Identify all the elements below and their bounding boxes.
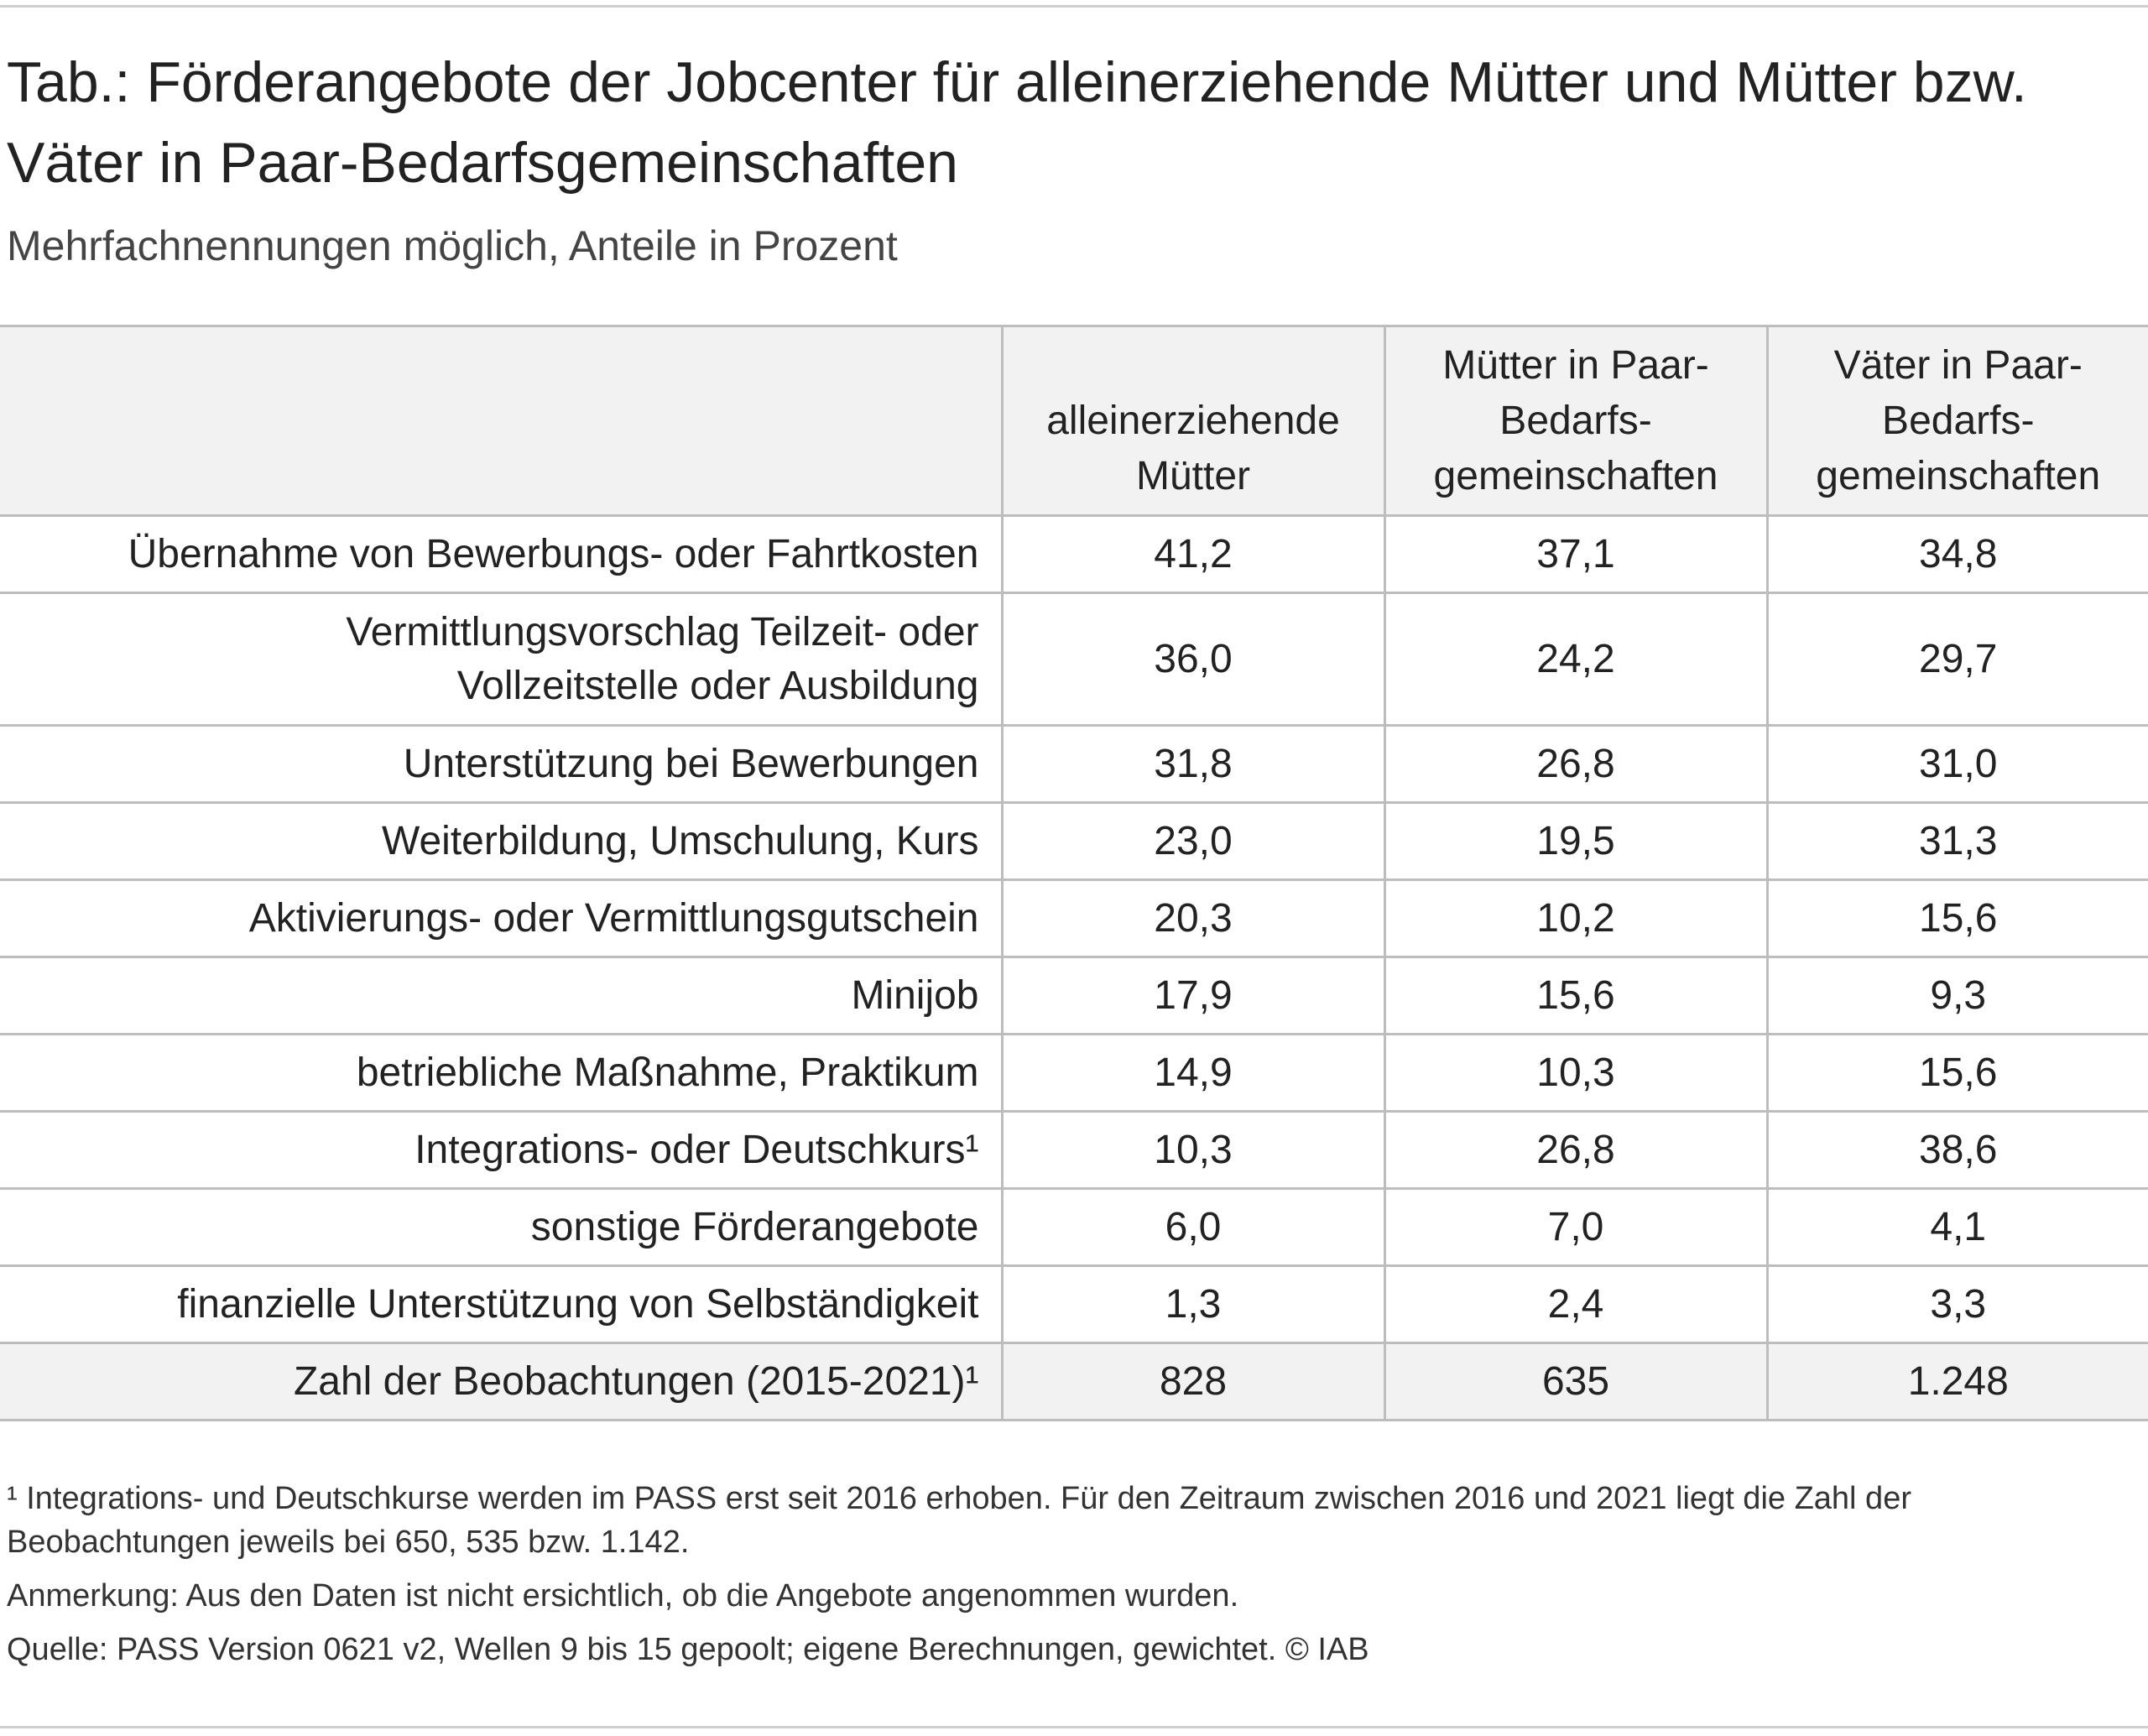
cell-single-mothers: 6,0 <box>1000 1187 1384 1267</box>
cell-single-mothers: 31,8 <box>1000 724 1384 804</box>
cell-couple-mothers: 19,5 <box>1383 801 1767 881</box>
column-header-couple-mothers: Mütter in Paar-Bedarfs-gemeinschaften <box>1383 325 1767 517</box>
cell-couple-mothers: 26,8 <box>1383 724 1767 804</box>
cell-couple-mothers: 26,8 <box>1383 1110 1767 1190</box>
row-label: Integrations- oder Deutschkurs¹ <box>0 1110 1002 1190</box>
row-label-text: Vermittlungsvorschlag Teilzeit- oder Vol… <box>346 609 979 708</box>
table-row: sonstige Förderangebote 6,0 7,0 4,1 <box>0 1187 2148 1267</box>
cell-single-mothers: 828 <box>1000 1342 1384 1421</box>
row-label-text: Minijob <box>851 972 979 1018</box>
column-header-text: alleinerziehende Mütter <box>1046 399 1340 498</box>
cell-couple-mothers: 15,6 <box>1383 956 1767 1035</box>
row-label-text: Integrations- oder Deutschkurs¹ <box>414 1127 979 1172</box>
row-label-text: finanzielle Unterstützung von Selbständi… <box>177 1281 979 1327</box>
column-header-text: Mütter in Paar-Bedarfs-gemeinschaften <box>1433 343 1718 498</box>
cell-single-mothers: 23,0 <box>1000 801 1384 881</box>
row-label: finanzielle Unterstützung von Selbständi… <box>0 1264 1002 1344</box>
row-label: betriebliche Maßnahme, Praktikum <box>0 1033 1002 1113</box>
cell-couple-fathers: 15,6 <box>1765 878 2148 958</box>
cell-couple-mothers: 635 <box>1383 1342 1767 1421</box>
cell-couple-mothers: 24,2 <box>1383 592 1767 727</box>
row-label-text: Weiterbildung, Umschulung, Kurs <box>382 818 979 863</box>
table-subtitle: Mehrfachnennungen möglich, Anteile in Pr… <box>7 222 898 269</box>
row-label: Weiterbildung, Umschulung, Kurs <box>0 801 1002 881</box>
table-row-total: Zahl der Beobachtungen (2015-2021)¹ 828 63… <box>0 1342 2148 1421</box>
table-row: Unterstützung bei Bewerbungen 31,8 26,8 31,… <box>0 724 2148 804</box>
cell-single-mothers: 10,3 <box>1000 1110 1384 1190</box>
cell-couple-mothers: 10,2 <box>1383 878 1767 958</box>
cell-couple-fathers: 38,6 <box>1765 1110 2148 1190</box>
table-title: Tab.: Förderangebote der Jobcenter für a… <box>7 50 2027 195</box>
cell-single-mothers: 17,9 <box>1000 956 1384 1035</box>
cell-couple-fathers: 3,3 <box>1765 1264 2148 1344</box>
cell-couple-fathers: 31,0 <box>1765 724 2148 804</box>
header-row: alleinerziehende Mütter Mütter in Paar-B… <box>0 325 2148 517</box>
column-header-label <box>0 325 1002 517</box>
cell-single-mothers: 14,9 <box>1000 1033 1384 1113</box>
cell-couple-fathers: 31,3 <box>1765 801 2148 881</box>
table-row: Aktivierungs- oder Vermittlungsgutschein… <box>0 878 2148 958</box>
cell-couple-mothers: 7,0 <box>1383 1187 1767 1267</box>
cell-couple-mothers: 2,4 <box>1383 1264 1767 1344</box>
row-label: Aktivierungs- oder Vermittlungsgutschein <box>0 878 1002 958</box>
bottom-rule <box>0 1726 2148 1728</box>
footnote-1: ¹ Integrations- und Deutschkurse werden … <box>7 1481 1911 1560</box>
table-row: Minijob 17,9 15,6 9,3 <box>0 956 2148 1035</box>
data-table: alleinerziehende Mütter Mütter in Paar-B… <box>0 325 2148 1421</box>
row-label: Vermittlungsvorschlag Teilzeit- oder Vol… <box>0 592 1002 727</box>
cell-couple-fathers: 9,3 <box>1765 956 2148 1035</box>
table-row: Vermittlungsvorschlag Teilzeit- oder Vol… <box>0 592 2148 727</box>
table-row: betriebliche Maßnahme, Praktikum 14,9 10,3… <box>0 1033 2148 1113</box>
row-label: Zahl der Beobachtungen (2015-2021)¹ <box>0 1342 1002 1421</box>
cell-single-mothers: 41,2 <box>1000 514 1384 594</box>
cell-couple-fathers: 1.248 <box>1765 1342 2148 1421</box>
cell-couple-fathers: 29,7 <box>1765 592 2148 727</box>
top-rule <box>0 5 2148 8</box>
row-label-text: Unterstützung bei Bewerbungen <box>403 741 979 786</box>
cell-couple-fathers: 4,1 <box>1765 1187 2148 1267</box>
column-header-text: Väter in Paar-Bedarfs-gemeinschaften <box>1816 343 2101 498</box>
footnotes: ¹ Integrations- und Deutschkurse werden … <box>7 1477 2130 1681</box>
cell-single-mothers: 1,3 <box>1000 1264 1384 1344</box>
footnote-remark: Anmerkung: Aus den Daten ist nicht ersic… <box>7 1578 1239 1613</box>
column-header-couple-fathers: Väter in Paar-Bedarfs-gemeinschaften <box>1765 325 2148 517</box>
table-row: finanzielle Unterstützung von Selbständi… <box>0 1264 2148 1344</box>
cell-couple-mothers: 37,1 <box>1383 514 1767 594</box>
row-label: Unterstützung bei Bewerbungen <box>0 724 1002 804</box>
row-label-text: Zahl der Beobachtungen (2015-2021)¹ <box>293 1358 979 1404</box>
row-label-text: sonstige Förderangebote <box>530 1204 979 1249</box>
table-row: Integrations- oder Deutschkurs¹ 10,3 26,8 3… <box>0 1110 2148 1190</box>
cell-couple-mothers: 10,3 <box>1383 1033 1767 1113</box>
table-row: Übernahme von Bewerbungs- oder Fahrtkost… <box>0 514 2148 594</box>
cell-couple-fathers: 34,8 <box>1765 514 2148 594</box>
row-label-text: Übernahme von Bewerbungs- oder Fahrtkost… <box>128 531 979 576</box>
cell-single-mothers: 36,0 <box>1000 592 1384 727</box>
row-label-text: Aktivierungs- oder Vermittlungsgutschein <box>248 895 979 941</box>
row-label: sonstige Förderangebote <box>0 1187 1002 1267</box>
cell-single-mothers: 20,3 <box>1000 878 1384 958</box>
cell-couple-fathers: 15,6 <box>1765 1033 2148 1113</box>
footnote-source: Quelle: PASS Version 0621 v2, Wellen 9 b… <box>7 1632 1369 1667</box>
row-label: Minijob <box>0 956 1002 1035</box>
table-row: Weiterbildung, Umschulung, Kurs 23,0 19,5 3… <box>0 801 2148 881</box>
column-header-single-mothers: alleinerziehende Mütter <box>1000 325 1384 517</box>
row-label-text: betriebliche Maßnahme, Praktikum <box>356 1050 979 1095</box>
row-label: Übernahme von Bewerbungs- oder Fahrtkost… <box>0 514 1002 594</box>
